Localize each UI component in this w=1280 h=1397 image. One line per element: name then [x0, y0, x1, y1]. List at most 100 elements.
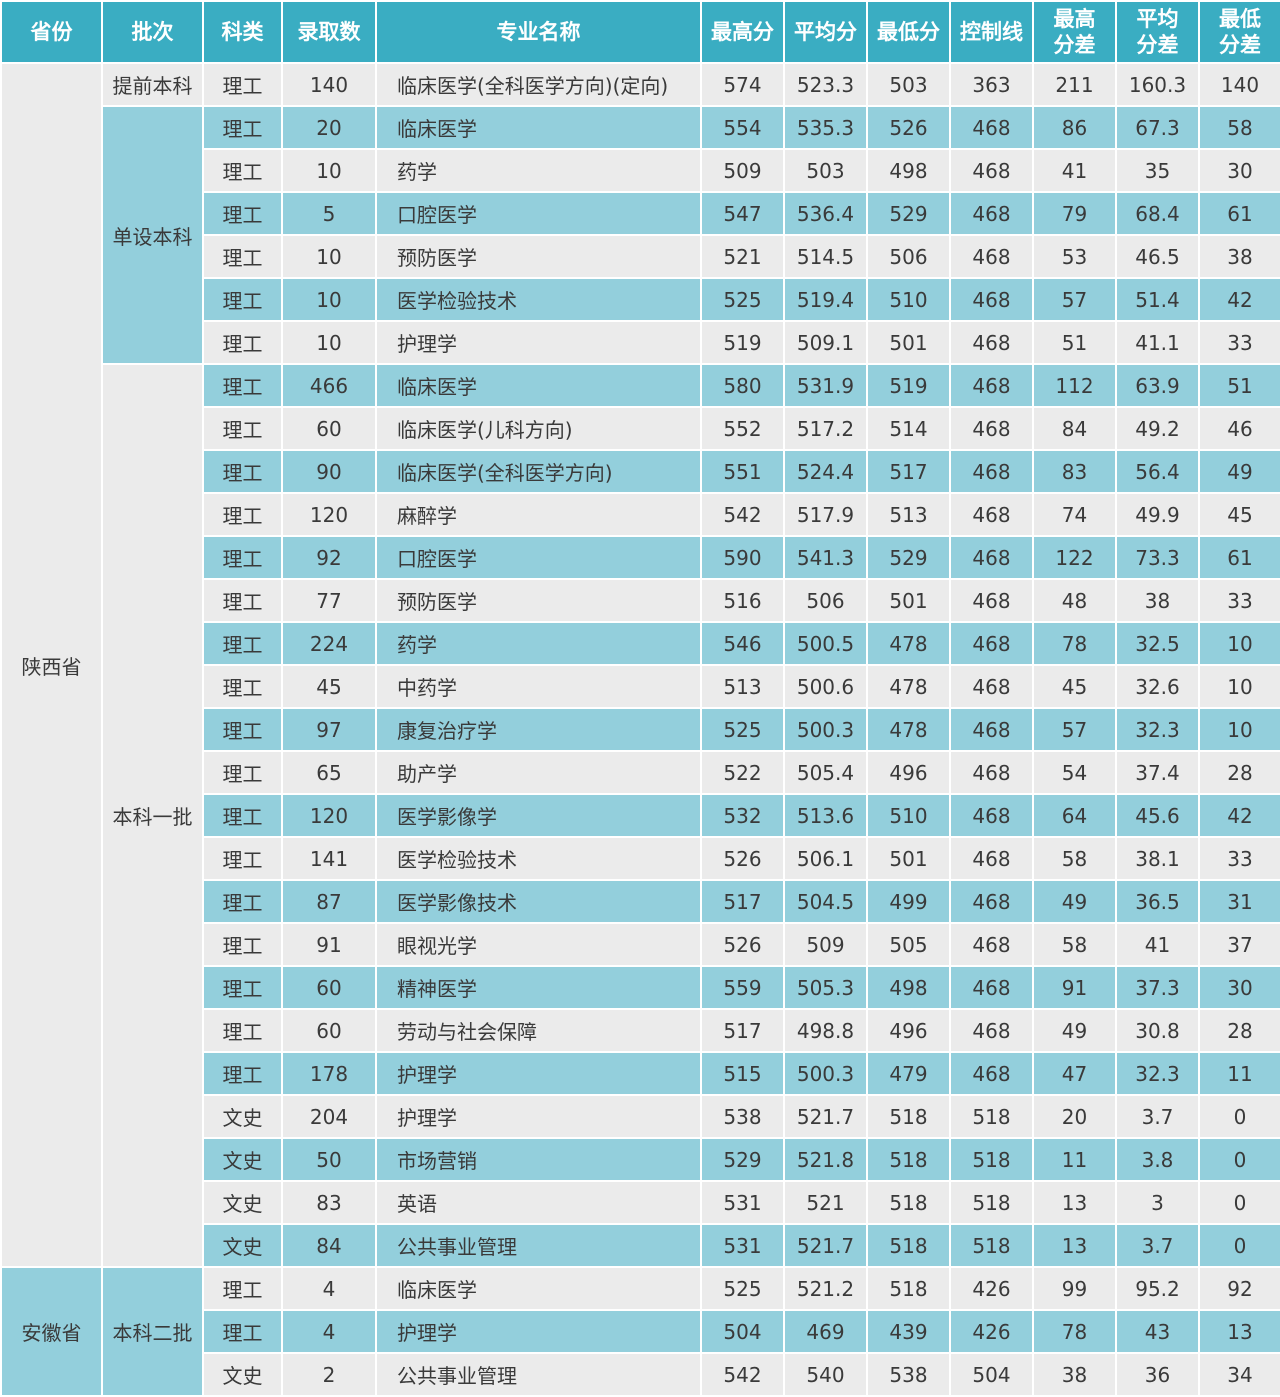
subject-type-cell: 理工	[202, 922, 283, 967]
avg-diff-cell: 32.3	[1115, 707, 1200, 752]
avg-diff-cell: 37.4	[1115, 750, 1200, 795]
avg-diff-cell: 160.3	[1115, 62, 1200, 107]
control-line-cell: 468	[949, 234, 1034, 279]
avg-score-cell: 500.3	[783, 707, 868, 752]
table-row: 理工 120 医学影像学 532 513.6 510 468 64 45.6 42	[1, 793, 1280, 838]
admitted-count-cell: 83	[281, 1180, 377, 1225]
min-score-cell: 518	[866, 1266, 951, 1311]
admitted-count-cell: 90	[281, 449, 377, 494]
table-body: 陕西省 提前本科 理工 140 临床医学(全科医学方向)(定向) 574 523.3 503 3…	[0, 62, 1280, 1397]
major-name-cell: 康复治疗学	[375, 707, 702, 752]
avg-score-cell: 506	[783, 578, 868, 623]
header-max-score: 最高分	[700, 0, 785, 64]
major-name-cell: 药学	[375, 621, 702, 666]
major-name-cell: 药学	[375, 148, 702, 193]
min-score-cell: 514	[866, 406, 951, 451]
min-score-cell: 513	[866, 492, 951, 537]
admitted-count-cell: 45	[281, 664, 377, 709]
max-score-cell: 538	[700, 1094, 785, 1139]
max-score-cell: 542	[700, 492, 785, 537]
min-diff-cell: 30	[1198, 965, 1280, 1010]
min-diff-cell: 42	[1198, 277, 1280, 322]
max-diff-cell: 122	[1032, 535, 1117, 580]
control-line-cell: 518	[949, 1094, 1034, 1139]
max-diff-cell: 78	[1032, 621, 1117, 666]
max-score-cell: 531	[700, 1223, 785, 1268]
avg-score-cell: 535.3	[783, 105, 868, 150]
avg-diff-cell: 46.5	[1115, 234, 1200, 279]
max-diff-cell: 86	[1032, 105, 1117, 150]
control-line-cell: 468	[949, 406, 1034, 451]
min-diff-cell: 61	[1198, 535, 1280, 580]
table-row: 理工 4 护理学 504 469 439 426 78 43 13	[1, 1309, 1280, 1354]
major-name-cell: 医学检验技术	[375, 277, 702, 322]
admitted-count-cell: 140	[281, 62, 377, 107]
max-score-cell: 547	[700, 191, 785, 236]
major-name-cell: 公共事业管理	[375, 1223, 702, 1268]
avg-diff-cell: 32.5	[1115, 621, 1200, 666]
max-score-cell: 517	[700, 879, 785, 924]
avg-score-cell: 506.1	[783, 836, 868, 881]
control-line-cell: 426	[949, 1266, 1034, 1311]
max-diff-cell: 84	[1032, 406, 1117, 451]
control-line-cell: 468	[949, 363, 1034, 408]
max-score-cell: 531	[700, 1180, 785, 1225]
subject-type-cell: 理工	[202, 1008, 283, 1053]
min-diff-cell: 58	[1198, 105, 1280, 150]
max-score-cell: 504	[700, 1309, 785, 1354]
admitted-count-cell: 60	[281, 965, 377, 1010]
avg-diff-cell: 41	[1115, 922, 1200, 967]
min-diff-cell: 28	[1198, 750, 1280, 795]
admitted-count-cell: 77	[281, 578, 377, 623]
header-max-diff: 最高 分差	[1032, 0, 1117, 64]
table-row: 文史 2 公共事业管理 542 540 538 504 38 36 34	[1, 1352, 1280, 1397]
max-diff-cell: 112	[1032, 363, 1117, 408]
min-score-cell: 526	[866, 105, 951, 150]
avg-diff-cell: 3.7	[1115, 1223, 1200, 1268]
avg-diff-cell: 37.3	[1115, 965, 1200, 1010]
subject-type-cell: 理工	[202, 707, 283, 752]
admitted-count-cell: 5	[281, 191, 377, 236]
min-score-cell: 496	[866, 750, 951, 795]
min-diff-cell: 0	[1198, 1223, 1280, 1268]
table-row: 理工 92 口腔医学 590 541.3 529 468 122 73.3 61	[1, 535, 1280, 580]
table-row: 文史 50 市场营销 529 521.8 518 518 11 3.8 0	[1, 1137, 1280, 1182]
min-score-cell: 506	[866, 234, 951, 279]
major-name-cell: 护理学	[375, 1309, 702, 1354]
max-diff-cell: 38	[1032, 1352, 1117, 1397]
min-score-cell: 518	[866, 1180, 951, 1225]
avg-score-cell: 521.7	[783, 1223, 868, 1268]
avg-score-cell: 541.3	[783, 535, 868, 580]
max-diff-cell: 13	[1032, 1223, 1117, 1268]
avg-score-cell: 536.4	[783, 191, 868, 236]
table-row: 安徽省 本科二批 理工 4 临床医学 525 521.2 518 426 99 95.2 92	[0, 1266, 1280, 1397]
max-diff-cell: 99	[1032, 1266, 1117, 1311]
major-name-cell: 临床医学(全科医学方向)	[375, 449, 702, 494]
subject-type-cell: 理工	[202, 1266, 283, 1311]
table-row: 单设本科 理工 20 临床医学 554 535.3 526 468 86 67.3 58	[1, 105, 1280, 365]
major-name-cell: 英语	[375, 1180, 702, 1225]
major-name-cell: 临床医学	[375, 105, 702, 150]
avg-score-cell: 521.8	[783, 1137, 868, 1182]
subject-type-cell: 文史	[202, 1137, 283, 1182]
min-score-cell: 529	[866, 535, 951, 580]
max-score-cell: 509	[700, 148, 785, 193]
major-name-cell: 护理学	[375, 320, 702, 365]
header-admitted-count: 录取数	[281, 0, 377, 64]
header-control-line: 控制线	[949, 0, 1034, 64]
max-diff-cell: 78	[1032, 1309, 1117, 1354]
min-score-cell: 501	[866, 578, 951, 623]
min-score-cell: 439	[866, 1309, 951, 1354]
subject-type-cell: 理工	[202, 793, 283, 838]
admitted-count-cell: 141	[281, 836, 377, 881]
admitted-count-cell: 178	[281, 1051, 377, 1096]
admitted-count-cell: 10	[281, 234, 377, 279]
avg-diff-cell: 36	[1115, 1352, 1200, 1397]
control-line-cell: 468	[949, 793, 1034, 838]
header-major-name: 专业名称	[375, 0, 702, 64]
control-line-cell: 468	[949, 621, 1034, 666]
max-diff-cell: 57	[1032, 277, 1117, 322]
major-name-cell: 公共事业管理	[375, 1352, 702, 1397]
admitted-count-cell: 120	[281, 492, 377, 537]
avg-diff-cell: 32.3	[1115, 1051, 1200, 1096]
